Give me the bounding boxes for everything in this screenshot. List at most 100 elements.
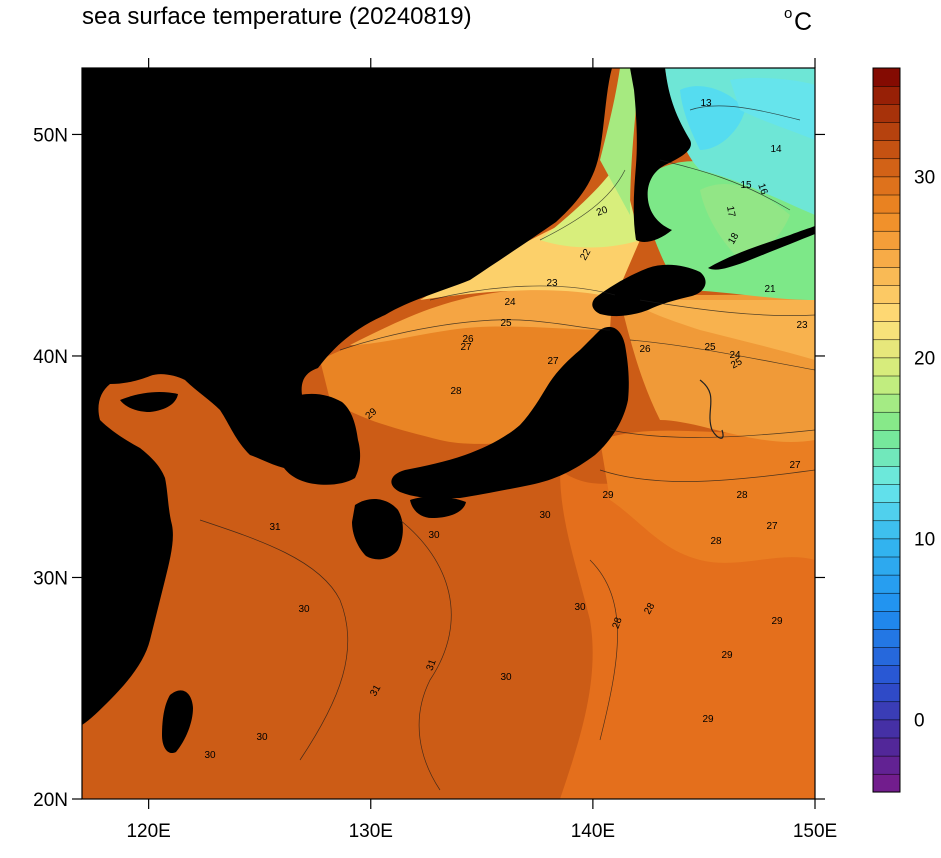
colorbar-swatch	[872, 465, 901, 485]
contour-label: 31	[368, 683, 383, 699]
land-taiwan	[162, 690, 193, 754]
colorbar-swatch	[872, 176, 901, 196]
contour-label: 28	[642, 601, 657, 617]
land-kurils	[708, 226, 815, 270]
sst-zone-28b	[600, 430, 815, 563]
contour-label: 22	[578, 247, 593, 263]
contour-line	[639, 299, 815, 316]
contour-label: 14	[770, 144, 782, 155]
contour-label: 25	[500, 318, 512, 329]
colorbar-swatch	[872, 140, 901, 160]
contour-line	[599, 469, 815, 482]
colorbar-swatch	[872, 737, 901, 757]
contour-label: 30	[539, 510, 551, 521]
lat-tick-label: 40N	[33, 347, 68, 368]
colorbar-swatch	[872, 520, 901, 540]
lon-tick-label: 150E	[793, 821, 837, 842]
contour-label: 28	[736, 490, 748, 501]
colorbar-swatch	[872, 266, 901, 286]
contour-label: 29	[771, 616, 783, 627]
colorbar-swatch	[872, 284, 901, 304]
colorbar-frame	[872, 67, 901, 793]
colorbar-swatch	[872, 773, 901, 793]
contour-line	[659, 159, 791, 211]
contour-label: 28	[611, 616, 625, 631]
contour-label: 24	[729, 350, 741, 361]
contour-line	[609, 429, 815, 438]
contour-label: 30	[256, 732, 268, 743]
colorbar-swatch	[872, 339, 901, 359]
colorbar-swatch	[872, 701, 901, 721]
contour-label: 23	[546, 278, 558, 289]
land-kyushu	[352, 498, 403, 560]
lat-tick-label: 20N	[33, 790, 68, 811]
colorbar-swatch	[872, 484, 901, 503]
contour-label: 26	[639, 344, 651, 355]
contour-label: 24	[504, 297, 516, 308]
contour-line	[429, 285, 616, 301]
colorbar-swatch	[872, 502, 901, 522]
contour-label: 29	[702, 714, 714, 725]
colorbar-swatch	[872, 411, 901, 431]
colorbar-swatch	[872, 67, 901, 87]
colorbar-tick-label: 0	[914, 711, 925, 732]
contour-label: 13	[700, 98, 712, 109]
land-korea	[283, 393, 361, 485]
contour-label: 31	[425, 658, 439, 673]
colorbar-swatch	[872, 248, 901, 268]
sst-zone-18-tatar	[600, 68, 640, 215]
colorbar-swatch	[872, 538, 901, 558]
colorbar-swatch	[872, 683, 901, 703]
latitude-axis: 20N 30N 40N 50N	[33, 125, 825, 811]
contour-line	[399, 519, 452, 791]
contour-label: 27	[766, 521, 778, 532]
colorbar-swatch	[872, 610, 901, 630]
units-label: o C	[784, 5, 812, 36]
contour-label: 31	[269, 522, 281, 533]
contour-label: 15	[740, 180, 752, 191]
contour-label: 30	[428, 530, 440, 541]
colorbar-swatch	[872, 212, 901, 232]
contour-label: 29	[602, 490, 614, 501]
contour-line	[629, 339, 815, 371]
colorbar-swatch	[872, 447, 901, 467]
contour-label: 30	[500, 672, 512, 683]
contour-label: 27	[460, 342, 472, 353]
colorbar: 0 10 20 30	[872, 67, 935, 793]
colorbar-swatch	[872, 646, 901, 666]
contour-label: 28	[710, 536, 722, 547]
colorbar-swatch	[872, 755, 901, 775]
contour-label: 26	[462, 334, 474, 345]
contour-line	[199, 519, 349, 761]
contour-label: 25	[704, 342, 716, 353]
contour-line	[339, 319, 611, 351]
lon-tick-label: 120E	[126, 821, 170, 842]
colorbar-swatch	[872, 103, 901, 123]
sst-zone-25-sea-of-japan	[350, 288, 612, 345]
colorbar-swatch	[872, 719, 901, 739]
land-hokkaido	[592, 264, 706, 317]
colorbar-swatch	[872, 574, 901, 594]
colorbar-swatch	[872, 158, 901, 178]
colorbar-swatch	[872, 393, 901, 413]
contour-label: 27	[789, 460, 801, 471]
contour-label: 30	[574, 602, 586, 613]
contour-label: 25	[729, 356, 745, 371]
colorbar-tick-label: 10	[914, 530, 935, 551]
land-shikoku	[410, 496, 466, 518]
contour-label: 18	[726, 231, 741, 247]
units-degree-mark: o	[784, 5, 792, 22]
colorbar-swatch	[872, 122, 901, 141]
contour-label: 29	[721, 650, 733, 661]
contour-label: 23	[796, 320, 808, 331]
contour-line	[689, 105, 801, 121]
longitude-axis: 120E 130E 140E 150E	[126, 58, 837, 842]
sst-zone-okhotsk-17	[700, 184, 790, 260]
lat-tick-label: 30N	[33, 568, 68, 589]
land-shandong	[120, 392, 178, 412]
land-sakhalin	[630, 68, 691, 242]
colorbar-tick-label: 30	[914, 168, 935, 189]
colorbar-swatch	[872, 429, 901, 449]
